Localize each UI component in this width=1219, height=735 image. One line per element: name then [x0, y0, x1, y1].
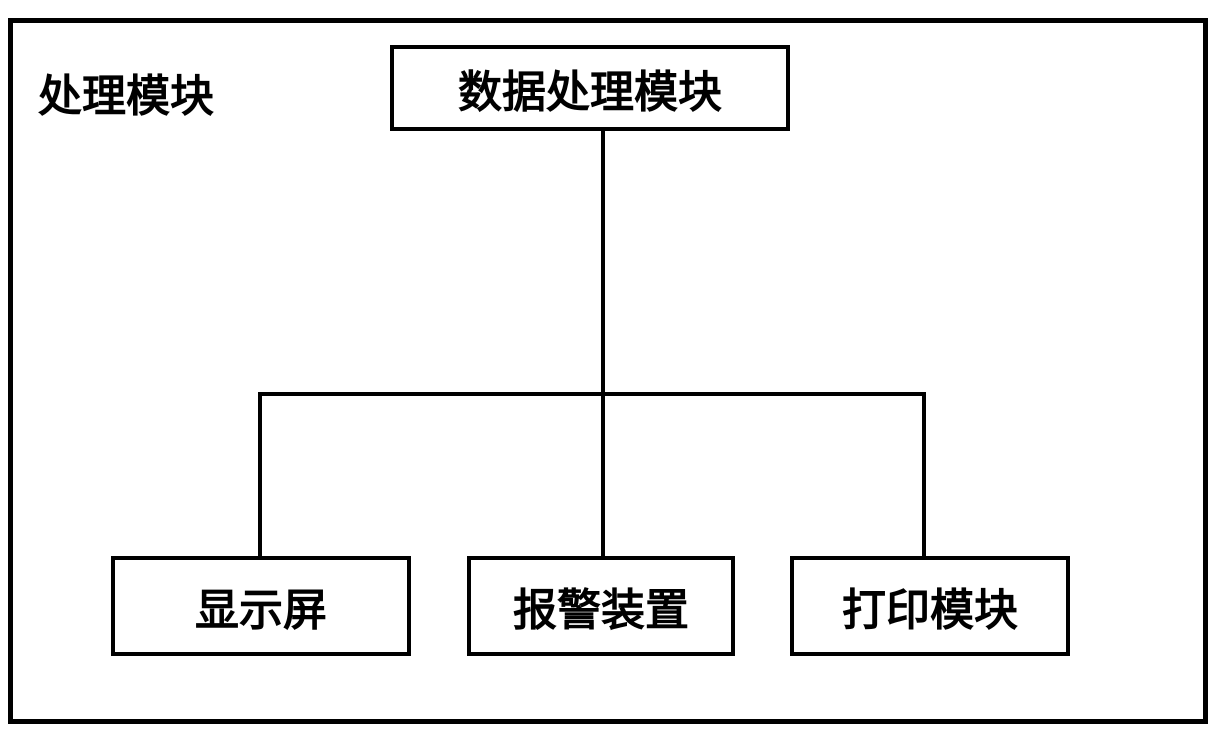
diagram-title: 处理模块 [38, 60, 214, 124]
node-display: 显示屏 [111, 556, 411, 656]
edge-segment [922, 392, 926, 556]
edge-segment [601, 131, 605, 392]
edge-segment [258, 392, 262, 556]
node-print: 打印模块 [790, 556, 1070, 656]
node-alarm: 报警装置 [467, 556, 735, 656]
edge-segment [601, 392, 605, 556]
node-root: 数据处理模块 [390, 45, 790, 131]
edge-segment [258, 392, 926, 396]
